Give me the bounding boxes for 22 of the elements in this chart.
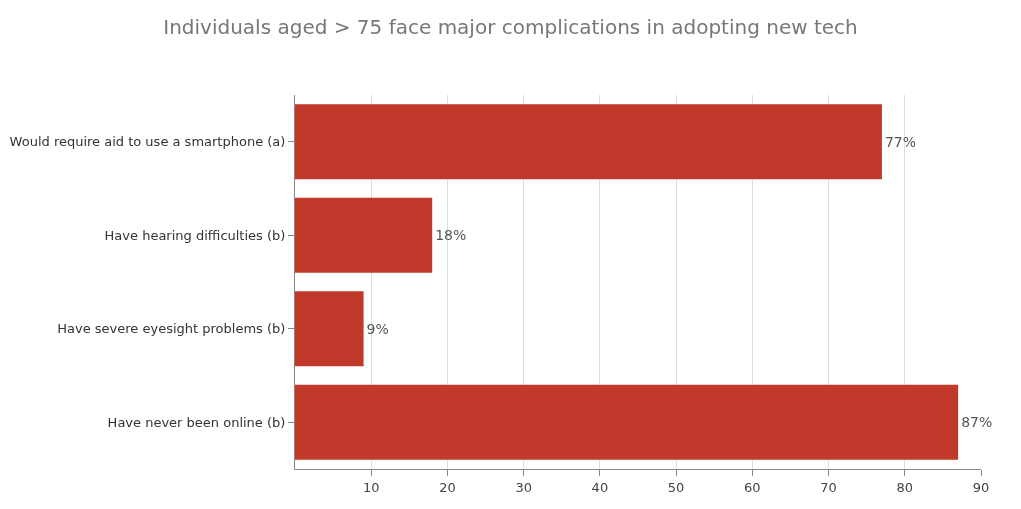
data-label: 87% [961,414,993,431]
bar [295,104,882,180]
x-tick-label: 50 [667,479,685,495]
data-label: 9% [366,320,389,337]
chart-title: Individuals aged > 75 face major complications in adopting new tech [163,15,858,40]
data-label: 77% [884,133,917,150]
x-tick-label: 20 [439,479,456,495]
x-tick-label: 70 [820,479,837,495]
x-tick-label: 40 [591,479,609,495]
x-tick-label: 90 [972,479,990,495]
x-tick-label: 10 [362,479,380,495]
bar [295,384,959,460]
data-label: 18% [435,227,467,244]
x-tick-label: 60 [744,479,761,495]
y-tick-label: Have never been online (b) [107,414,286,430]
y-tick-label: Would require aid to use a smartphone (a) [9,134,286,150]
bar [295,291,364,367]
x-tick-label: 80 [896,479,914,495]
x-tick-label: 30 [515,479,532,495]
y-tick-label: Have hearing difficulties (b) [104,227,286,243]
y-tick-label: Have severe eyesight problems (b) [57,321,286,337]
bar [295,197,433,273]
